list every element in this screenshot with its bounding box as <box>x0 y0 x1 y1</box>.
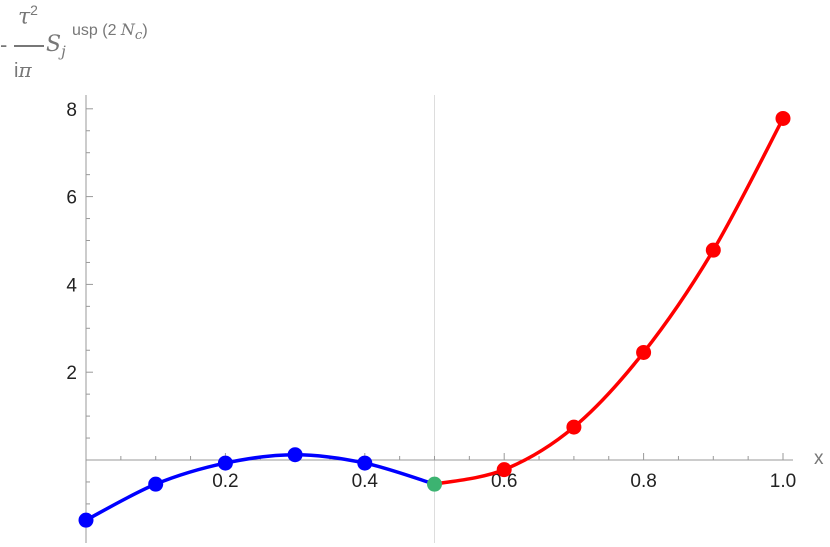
y-label-sign: - <box>0 32 8 57</box>
y-label-numerator: τ2 <box>18 2 38 30</box>
y-tick-label: 4 <box>66 275 77 296</box>
y-label-denominator: iπ <box>14 58 32 82</box>
x-tick-label: 0.6 <box>491 471 517 492</box>
blue-series-line <box>84 452 437 522</box>
y-label-superscript: usp (2 Nc) <box>72 20 148 44</box>
red-data-point <box>566 419 582 435</box>
y-tick-label: 8 <box>66 100 77 121</box>
y-tick-label: 2 <box>66 363 77 384</box>
blue-data-point <box>78 512 94 528</box>
blue-data-point <box>287 447 303 463</box>
blue-data-point <box>357 455 373 471</box>
red-data-point <box>636 344 652 360</box>
y-label-fraction-bar <box>14 45 44 47</box>
y-tick-label: 6 <box>66 188 77 209</box>
x-tick-label: 0.4 <box>352 471 379 492</box>
x-tick-label: 0.8 <box>630 471 656 492</box>
red-series-line <box>432 116 785 486</box>
green-data-point <box>427 476 442 492</box>
red-data-point <box>775 110 791 126</box>
blue-data-point <box>148 476 164 492</box>
red-data-point <box>705 242 721 258</box>
blue-data-point <box>217 455 233 471</box>
x-axis-label: x <box>814 448 824 469</box>
red-data-point <box>496 462 512 478</box>
y-label-symbol: Sj <box>46 32 66 61</box>
x-tick-label: 0.2 <box>212 471 238 492</box>
y-axis-label: - τ2 iπ Sj usp (2 Nc) <box>0 0 200 90</box>
x-tick-label: 1.0 <box>770 471 796 492</box>
